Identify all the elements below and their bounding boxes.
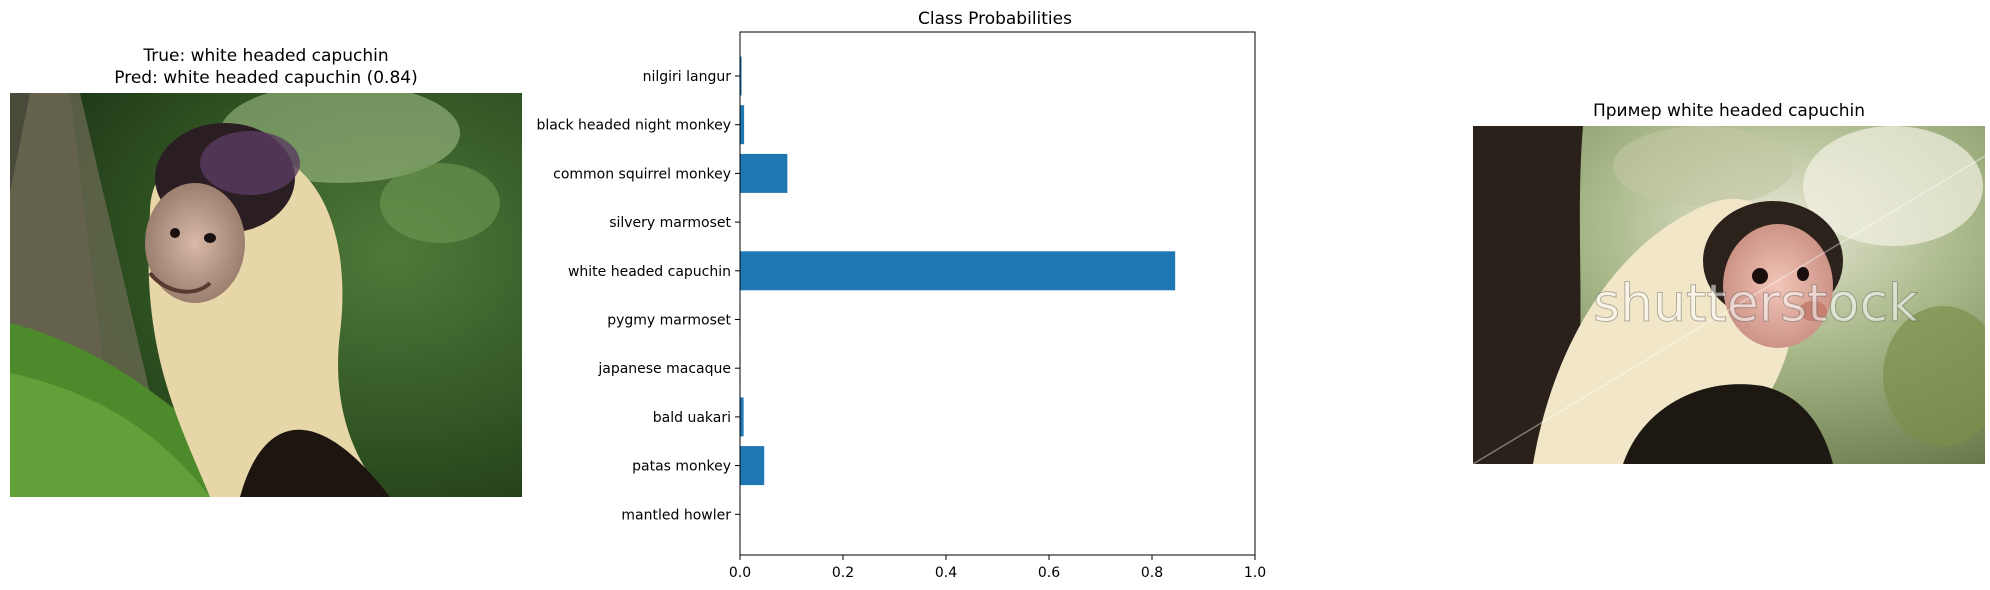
x-tick-label: 0.2	[832, 565, 854, 581]
x-tick-label: 0.0	[729, 565, 751, 581]
right-panel-title: Пример white headed capuchin	[1592, 101, 1866, 121]
left-panel-title: True: white headed capuchin Pred: white …	[10, 45, 522, 89]
y-tick-label: white headed capuchin	[568, 264, 731, 280]
y-tick-label: patas monkey	[632, 459, 731, 475]
y-tick-label: japanese macaque	[597, 361, 731, 377]
capuchin-photo-right: shutterstock	[1473, 126, 1985, 464]
watermark: shutterstock	[1593, 274, 1918, 334]
x-tick-label: 0.6	[1038, 565, 1060, 581]
capuchin-photo-left-image	[10, 93, 522, 497]
y-tick-label: nilgiri langur	[643, 69, 732, 85]
bar-black-headed-night-monkey	[740, 105, 745, 145]
x-tick-label: 0.8	[1141, 565, 1163, 581]
bar-patas-monkey	[740, 446, 765, 486]
bar-bald-uakari	[740, 397, 744, 437]
true-label-line: True: white headed capuchin	[143, 46, 389, 66]
pred-label-line: Pred: white headed capuchin (0.84)	[114, 68, 418, 88]
y-tick-label: black headed night monkey	[536, 118, 731, 134]
y-tick-label: silvery marmoset	[609, 215, 731, 231]
y-tick-label: pygmy marmoset	[607, 313, 731, 329]
capuchin-photo-right-image: shutterstock	[1473, 126, 1985, 464]
chart-title: Class Probabilities	[918, 9, 1072, 29]
bar-white-headed-capuchin	[740, 251, 1176, 291]
bar-common-squirrel-monkey	[740, 153, 788, 193]
plot-frame	[739, 31, 1256, 556]
bar-nilgiri-langur	[740, 56, 742, 96]
bars-group	[740, 56, 1176, 534]
y-tick-labels: nilgiri langur black headed night monkey c…	[536, 69, 740, 523]
x-tick-label: 1.0	[1244, 565, 1266, 581]
x-tick-label: 0.4	[935, 565, 957, 581]
y-tick-label: common squirrel monkey	[553, 166, 731, 182]
capuchin-photo-left	[10, 93, 522, 497]
y-tick-label: mantled howler	[621, 507, 731, 523]
x-ticks: 0.0 0.2 0.4 0.6 0.8 1.0	[729, 555, 1266, 581]
y-tick-label: bald uakari	[653, 410, 731, 426]
